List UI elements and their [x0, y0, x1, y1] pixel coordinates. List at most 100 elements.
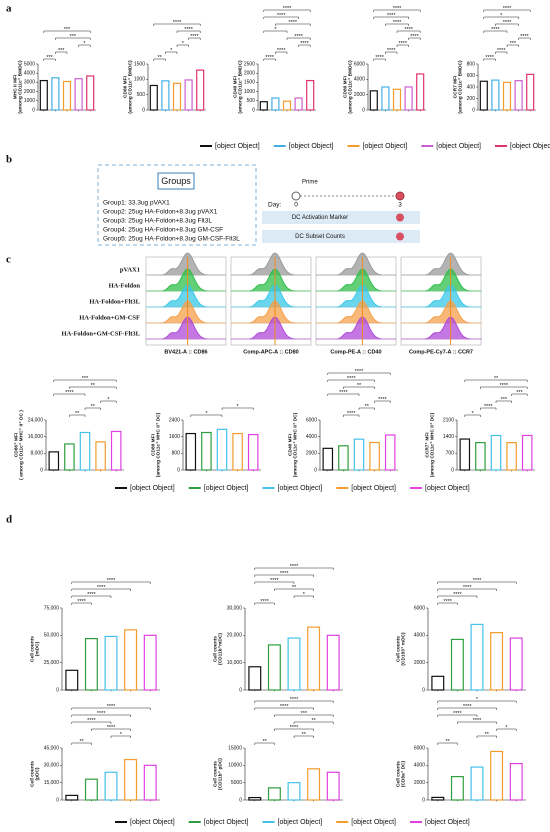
axis-label: Comp-PE-Cy7-A :: CCR7: [409, 349, 473, 355]
significance-bracket: [254, 581, 295, 584]
day: 0: [294, 202, 298, 209]
bar: [124, 629, 138, 691]
y-tick-label: 200: [467, 96, 476, 102]
bar: [450, 775, 464, 801]
y-tick-label: 1400: [443, 434, 454, 440]
bar: [369, 441, 380, 471]
significance-bracket: [43, 58, 56, 61]
panel-label: a: [6, 3, 12, 15]
bar: [84, 778, 98, 801]
bar: [247, 433, 259, 471]
bar: [79, 431, 91, 471]
legend-label: [object Object]: [425, 819, 470, 826]
bar: [65, 794, 79, 801]
y-axis-label: Cell counts: [212, 761, 218, 787]
groups-title-box: [157, 172, 195, 190]
legend-label: [object Object]: [278, 819, 323, 826]
y-axis-label: CCR7⁺ MFI: [424, 432, 430, 458]
significance-label: ****: [355, 369, 364, 375]
bar: [104, 635, 118, 691]
significance-bracket: [53, 393, 86, 396]
significance-label: **: [445, 739, 450, 745]
bar: [196, 69, 205, 111]
y-tick-label: 4000: [354, 77, 365, 83]
bar: [259, 101, 268, 111]
significance-bracket: [464, 414, 481, 417]
significance-label: ****: [520, 34, 529, 40]
y-tick-label: 2000: [306, 451, 317, 457]
bar: [248, 796, 262, 801]
y-tick-label: 500: [137, 92, 146, 98]
y-tick-label: 6000: [414, 605, 425, 611]
significance-bracket: [275, 23, 311, 26]
significance-bracket: [343, 414, 360, 417]
y-tick-label: 0: [252, 107, 255, 113]
significance-bracket: [43, 30, 91, 33]
significance-bracket: [437, 700, 517, 703]
significance-bracket: [343, 386, 375, 389]
y-tick-label: 2100: [443, 417, 454, 423]
y-tick-label: 0: [239, 687, 242, 693]
significance-label: ****: [375, 55, 384, 61]
bar: [110, 430, 122, 471]
significance-label: *: [237, 404, 240, 410]
row-label: HA-Foldon: [109, 282, 141, 289]
significance-bracket: [254, 574, 314, 577]
prime-label: Prime: [302, 180, 318, 186]
significance-bracket: [274, 588, 314, 591]
significance-label: *: [303, 592, 306, 598]
legend-label: [object Object]: [215, 143, 260, 150]
significance-bracket: [358, 407, 375, 410]
significance-bracket: [327, 379, 375, 382]
significance-label: *: [120, 732, 123, 738]
y-tick-label: 50,000: [44, 633, 60, 639]
significance-bracket: [263, 58, 276, 61]
significance-label: ****: [277, 48, 286, 54]
significance-bracket: [254, 742, 275, 745]
axis-label: Comp-APC-A :: CD80: [243, 349, 298, 355]
significance-label: ****: [404, 27, 413, 33]
y-tick-label: 800: [172, 451, 181, 457]
timeline-dot: [395, 191, 405, 201]
y-tick-label: 0: [56, 797, 59, 803]
y-axis-label: CD86 MFI: [122, 75, 128, 98]
significance-bracket: [254, 567, 334, 570]
significance-label: ****: [387, 48, 396, 54]
y-axis-label: (among CD11c⁺ MHC II⁺ DC): [429, 412, 435, 477]
significance-label: ****: [500, 383, 509, 389]
y-axis-label: (mDC): [34, 641, 40, 656]
significance-bracket: [254, 602, 275, 605]
legend-label: [object Object]: [363, 143, 408, 150]
significance-bracket: [385, 23, 409, 26]
group-line: Group4: 25ug HA-Foldon+8.3ug GM-CSF: [103, 227, 223, 234]
bar: [491, 79, 500, 111]
significance-label: ***: [82, 376, 89, 382]
row-label: HA-Foldon+Flt3L: [89, 298, 140, 305]
y-axis-label: (pDC): [34, 767, 40, 780]
significance-label: ****: [280, 704, 289, 710]
significance-label: ****: [270, 578, 279, 584]
bar: [267, 787, 281, 801]
bar: [526, 73, 535, 111]
panel-label: d: [6, 514, 12, 526]
y-tick-label: 0: [56, 687, 59, 693]
legend-label: [object Object]: [425, 485, 470, 492]
significance-label: ****: [497, 48, 506, 54]
readout-dot: [396, 232, 404, 241]
significance-bracket: [464, 379, 528, 382]
significance-bracket: [190, 414, 223, 417]
y-axis-label: (CD11b⁺ pDC): [217, 758, 223, 790]
significance-bracket: [176, 30, 201, 33]
y-axis-label: CD86⁺ MFI: [13, 432, 19, 457]
significance-label: ****: [393, 6, 402, 12]
y-tick-label: 6000: [414, 745, 425, 751]
bar: [267, 644, 281, 691]
significance-bracket: [483, 16, 519, 19]
significance-label: ***: [64, 27, 71, 33]
significance-label: ****: [387, 13, 396, 19]
axis-label: Comp-PE-A :: CD40: [330, 349, 381, 355]
y-axis-label: (CD8a⁺ DC): [400, 760, 406, 787]
bar: [459, 438, 471, 471]
day-label: Day:: [268, 202, 282, 209]
significance-label: ****: [393, 20, 402, 26]
